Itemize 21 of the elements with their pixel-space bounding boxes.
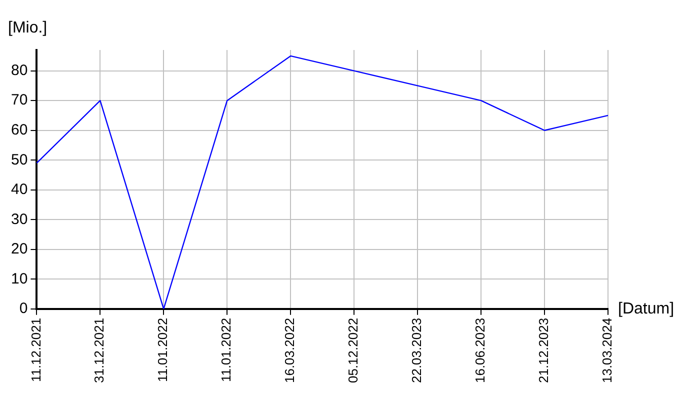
- y-tick-label: 80: [10, 62, 28, 79]
- y-tick-label: 0: [19, 300, 28, 318]
- y-tick-label: 60: [10, 122, 28, 138]
- y-tick-label: 40: [10, 181, 28, 198]
- x-tick-label: 31.12.2021: [92, 318, 107, 384]
- x-tick-label: 05.12.2022: [346, 318, 361, 384]
- y-tick-label: 50: [10, 151, 28, 168]
- x-tick-label: 21.12.2023: [536, 318, 552, 384]
- x-tick-label: 16.03.2022: [282, 318, 298, 384]
- x-tick-label: 11.01.2022: [218, 318, 234, 382]
- x-tick-label: 11.01.2022: [155, 318, 170, 382]
- x-tick-label: 22.03.2023: [409, 318, 424, 384]
- x-axis-title: [Datum]: [618, 300, 674, 318]
- y-axis-title: [Mio.]: [8, 19, 48, 36]
- y-tick-label: 20: [10, 240, 28, 258]
- x-tick-label: 11.12.2021: [28, 318, 44, 382]
- y-tick-label: 10: [10, 270, 28, 288]
- y-tick-label: 30: [10, 210, 28, 228]
- y-tick-label: 70: [10, 92, 28, 109]
- x-tick-label: 13.03.2024: [600, 318, 615, 384]
- x-tick-label: 16.06.2023: [472, 318, 488, 384]
